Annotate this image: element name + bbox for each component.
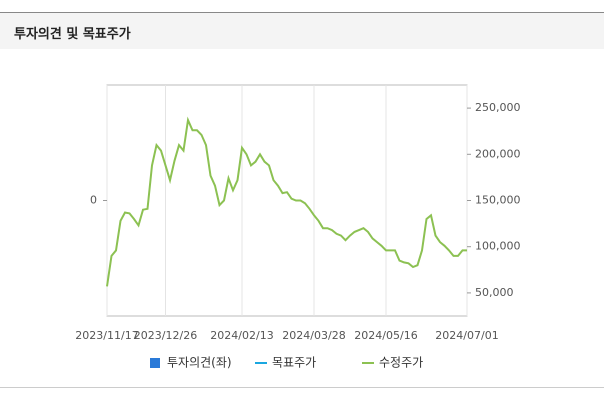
plot-frame — [106, 84, 468, 317]
legend-label: 수정주가 — [379, 356, 423, 370]
x-tick-label: 2023/12/26 — [134, 329, 197, 342]
y2-tick-label: 150,000 — [475, 194, 521, 207]
y2-tick-label: 100,000 — [475, 240, 521, 253]
x-tick-label: 2024/03/28 — [282, 329, 345, 342]
section-title: 투자의견 및 목표주가 — [14, 27, 131, 42]
legend-swatch — [150, 358, 160, 368]
x-tick-label: 2023/11/17 — [75, 329, 138, 342]
price-line — [106, 116, 467, 287]
legend-label: 목표주가 — [272, 356, 316, 370]
x-tick-label: 2024/05/16 — [354, 329, 417, 342]
x-tick-label: 2024/02/13 — [210, 329, 273, 342]
y-tick-label: 0 — [90, 194, 97, 207]
y2-tick-label: 200,000 — [475, 147, 521, 160]
divider — [0, 387, 604, 388]
section-header: 투자의견 및 목표주가 — [0, 12, 604, 49]
y2-tick-label: 250,000 — [475, 101, 521, 114]
y2-tick-label: 50,000 — [475, 286, 514, 299]
x-tick-label: 2024/07/01 — [435, 329, 498, 342]
legend-label: 투자의견(좌) — [167, 356, 232, 370]
